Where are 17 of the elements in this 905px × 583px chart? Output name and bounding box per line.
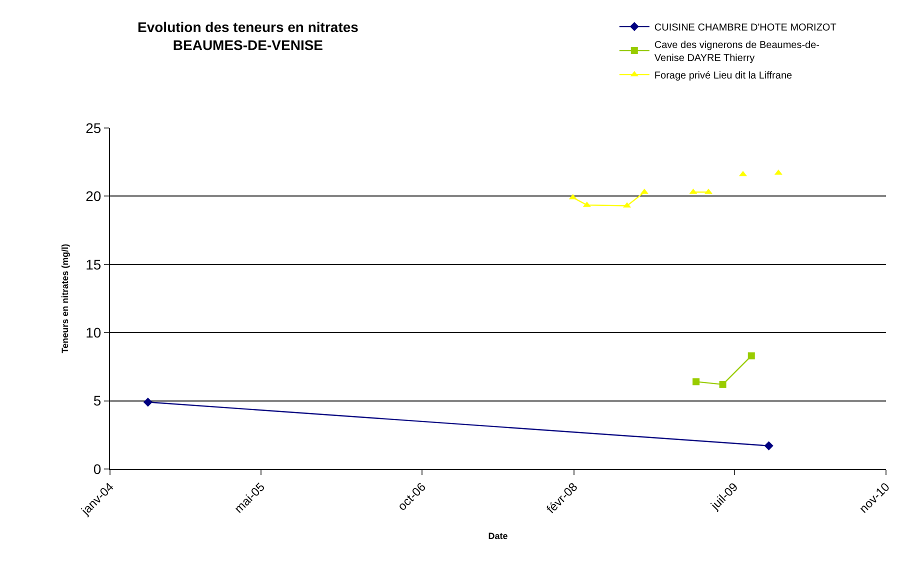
point [764, 441, 774, 450]
point [692, 378, 700, 386]
y-tick-label: 5 [93, 392, 102, 409]
y-tick-label: 25 [86, 120, 102, 136]
x-axis-title: Date [488, 531, 508, 542]
point [719, 380, 726, 388]
point [748, 352, 755, 360]
legend-label: Cave des vignerons de Beaumes-de-Venise DAYRE Thierry [654, 40, 820, 64]
y-tick-label: 0 [93, 460, 102, 477]
y-tick-label: 20 [86, 188, 102, 204]
legend-label: CUISINE CHAMBRE D'HOTE MORIZOT [654, 22, 836, 34]
point [143, 398, 152, 407]
y-tick-label: 10 [86, 324, 102, 340]
y-axis-title: Teneurs en nitrates (mg/l) [60, 244, 70, 354]
y-tick-label: 15 [86, 256, 102, 272]
legend-label: Forage privé Lieu dit la Liffrane [654, 70, 793, 82]
chart-title: Evolution des teneurs en nitrates BEAUMES-DE-VENISE [138, 19, 359, 54]
